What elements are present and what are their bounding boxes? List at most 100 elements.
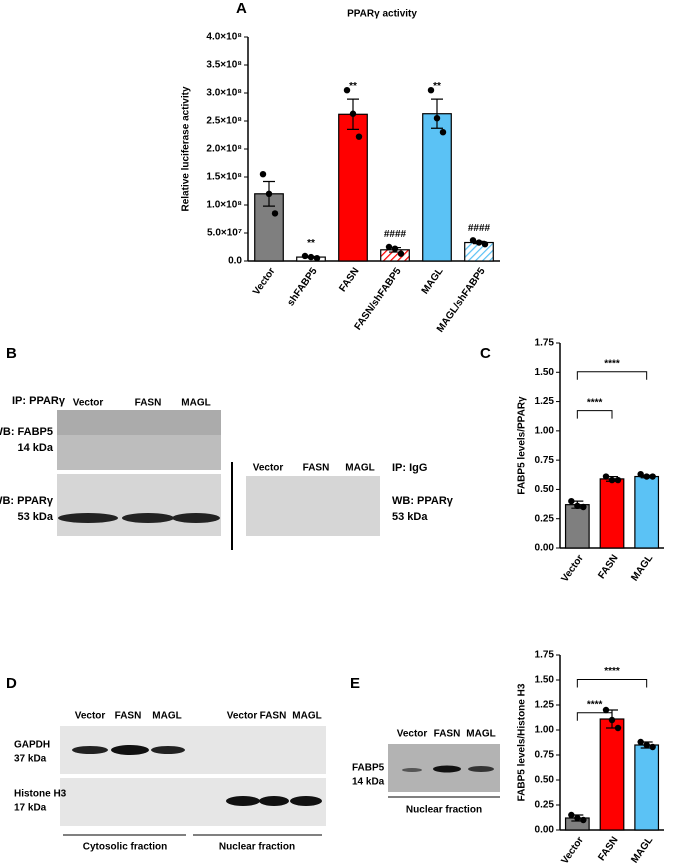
significance-label: ****	[604, 358, 620, 369]
x-tick-label: FASN/shFABP5	[353, 266, 404, 333]
ip-label: IP: PPARγ	[12, 395, 66, 407]
x-tick-label: shFABP5	[285, 266, 319, 309]
band	[111, 745, 149, 755]
bar	[338, 113, 368, 262]
panel-label: E	[350, 675, 360, 692]
data-point	[580, 503, 587, 511]
data-point	[481, 241, 489, 248]
band	[58, 513, 118, 523]
x-tick-label: FASN	[337, 266, 361, 294]
significance-bracket	[576, 712, 613, 721]
lane-label: MAGL	[181, 398, 210, 409]
data-point	[355, 133, 363, 140]
y-tick-label: 0.75	[535, 455, 555, 466]
data-point	[580, 816, 587, 824]
wb-label: WB: PPARγ	[392, 495, 454, 507]
y-tick-label: 1.00	[535, 725, 555, 736]
data-point	[265, 190, 273, 197]
fraction-label: Cytosolic fraction	[83, 842, 167, 853]
y-tick-label: 1.25	[535, 700, 555, 711]
y-tick-label: 4.0×10⁸	[206, 32, 242, 43]
lane-label: MAGL	[345, 463, 374, 474]
data-point	[343, 87, 351, 94]
y-tick-label: 2.5×10⁸	[206, 116, 242, 127]
y-tick-label: 1.75	[535, 650, 555, 661]
significance-bracket	[576, 410, 613, 419]
data-point	[301, 252, 309, 260]
x-tick-label: MAGL	[629, 553, 655, 583]
blot-smear	[57, 410, 221, 435]
lane-label: MAGL	[466, 729, 495, 740]
y-tick-label: 2.0×10⁸	[206, 144, 242, 155]
blot	[57, 474, 221, 536]
y-tick-label: 5.0×10⁷	[207, 228, 242, 239]
annotation: **	[349, 81, 357, 92]
annotation: **	[307, 238, 315, 249]
bar	[599, 478, 625, 549]
data-point	[643, 741, 650, 749]
lane-label: FASN	[303, 463, 330, 474]
y-tick-label: 0.50	[535, 484, 555, 495]
data-point	[608, 476, 616, 484]
wb-label: WB: PPARγ	[0, 495, 54, 507]
lane-label: MAGL	[152, 711, 181, 722]
data-point	[433, 115, 441, 122]
band	[172, 513, 220, 523]
data-point	[568, 811, 575, 819]
y-axis-label: FABP5 levels/Histone H3	[517, 683, 528, 801]
fraction-label: Nuclear fraction	[219, 842, 295, 853]
row-label: GAPDH	[14, 740, 50, 751]
significance-label: ****	[604, 666, 620, 677]
panel-label: B	[6, 345, 17, 362]
band	[226, 796, 260, 806]
bar	[634, 475, 660, 549]
data-point	[349, 110, 357, 117]
band	[151, 746, 185, 754]
data-point	[574, 502, 581, 510]
band	[290, 796, 322, 806]
band	[72, 746, 108, 754]
y-tick-label: 0.00	[535, 543, 555, 554]
band	[402, 768, 422, 772]
band	[468, 766, 494, 772]
wb-label: WB: FABP5	[0, 426, 53, 438]
lane-label: Vector	[73, 398, 104, 409]
data-point	[271, 210, 279, 217]
ip-label: IP: IgG	[392, 462, 427, 474]
lane-label: Vector	[397, 729, 428, 740]
panel-label: D	[6, 675, 17, 692]
data-point	[614, 476, 622, 484]
kda-label: 14 kDa	[352, 777, 385, 788]
y-tick-label: 0.25	[535, 513, 555, 524]
y-tick-label: 3.0×10⁸	[206, 88, 242, 99]
blot	[246, 476, 380, 536]
row-label: Histone H3	[14, 789, 67, 800]
kda-label: 53 kDa	[392, 511, 428, 523]
significance-label: ****	[587, 699, 603, 710]
data-point	[391, 245, 399, 252]
bar	[422, 113, 452, 262]
y-axis-label: FABP5 levels/PPARγ	[517, 396, 528, 495]
data-point	[568, 497, 575, 505]
lane-label: Vector	[227, 711, 258, 722]
fraction-label: Nuclear fraction	[406, 805, 482, 816]
data-point	[643, 473, 650, 480]
x-tick-label: FASN	[596, 835, 620, 863]
data-point	[602, 706, 610, 714]
data-point	[649, 743, 656, 751]
lane-label: Vector	[75, 711, 106, 722]
data-point	[614, 724, 622, 732]
x-tick-label: MAGL	[420, 266, 446, 296]
data-point	[574, 814, 581, 822]
kda-label: 14 kDa	[18, 442, 54, 454]
annotation: ####	[468, 223, 491, 234]
x-tick-label: MAGL	[629, 835, 655, 864]
y-tick-label: 0.0	[228, 256, 242, 267]
data-point	[385, 243, 393, 251]
x-tick-label: Vector	[559, 553, 586, 584]
significance-bracket	[576, 371, 648, 380]
y-tick-label: 0.50	[535, 775, 555, 786]
y-tick-label: 1.5×10⁸	[206, 172, 242, 183]
bar	[634, 744, 660, 831]
